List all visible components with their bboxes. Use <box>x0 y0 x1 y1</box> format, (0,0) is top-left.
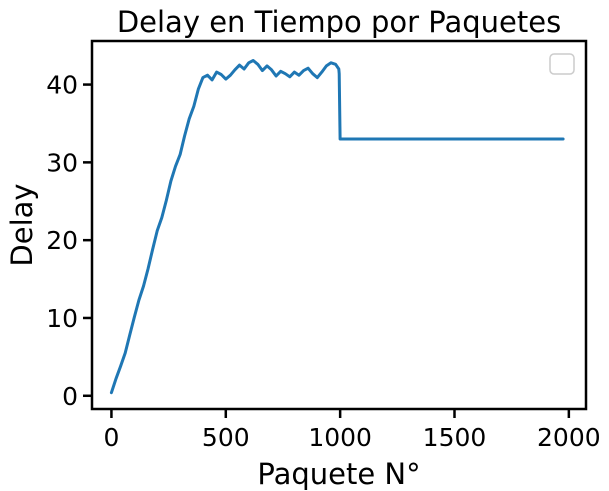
y-tick-label: 0 <box>62 382 78 411</box>
x-tick-label: 1500 <box>423 423 487 452</box>
plot-frame <box>90 39 588 411</box>
y-tick-label: 10 <box>46 304 78 333</box>
x-tick-label: 500 <box>202 423 250 452</box>
x-tick-label: 1000 <box>308 423 372 452</box>
x-tick-label: 2000 <box>537 423 601 452</box>
legend-box <box>549 53 575 75</box>
y-axis-label: Delay <box>5 183 39 266</box>
chart-title: Delay en Tiempo por Paquetes <box>117 5 561 39</box>
y-tick-label: 20 <box>46 226 78 255</box>
y-tick-label: 30 <box>46 148 78 177</box>
y-tick-label: 40 <box>46 71 78 100</box>
axis-ticks: 0 500 1000 1500 2000 0 10 20 30 40 <box>46 71 600 452</box>
x-axis-label: Paquete N° <box>257 457 420 491</box>
x-tick-label: 0 <box>103 423 119 452</box>
series-line <box>109 59 565 395</box>
